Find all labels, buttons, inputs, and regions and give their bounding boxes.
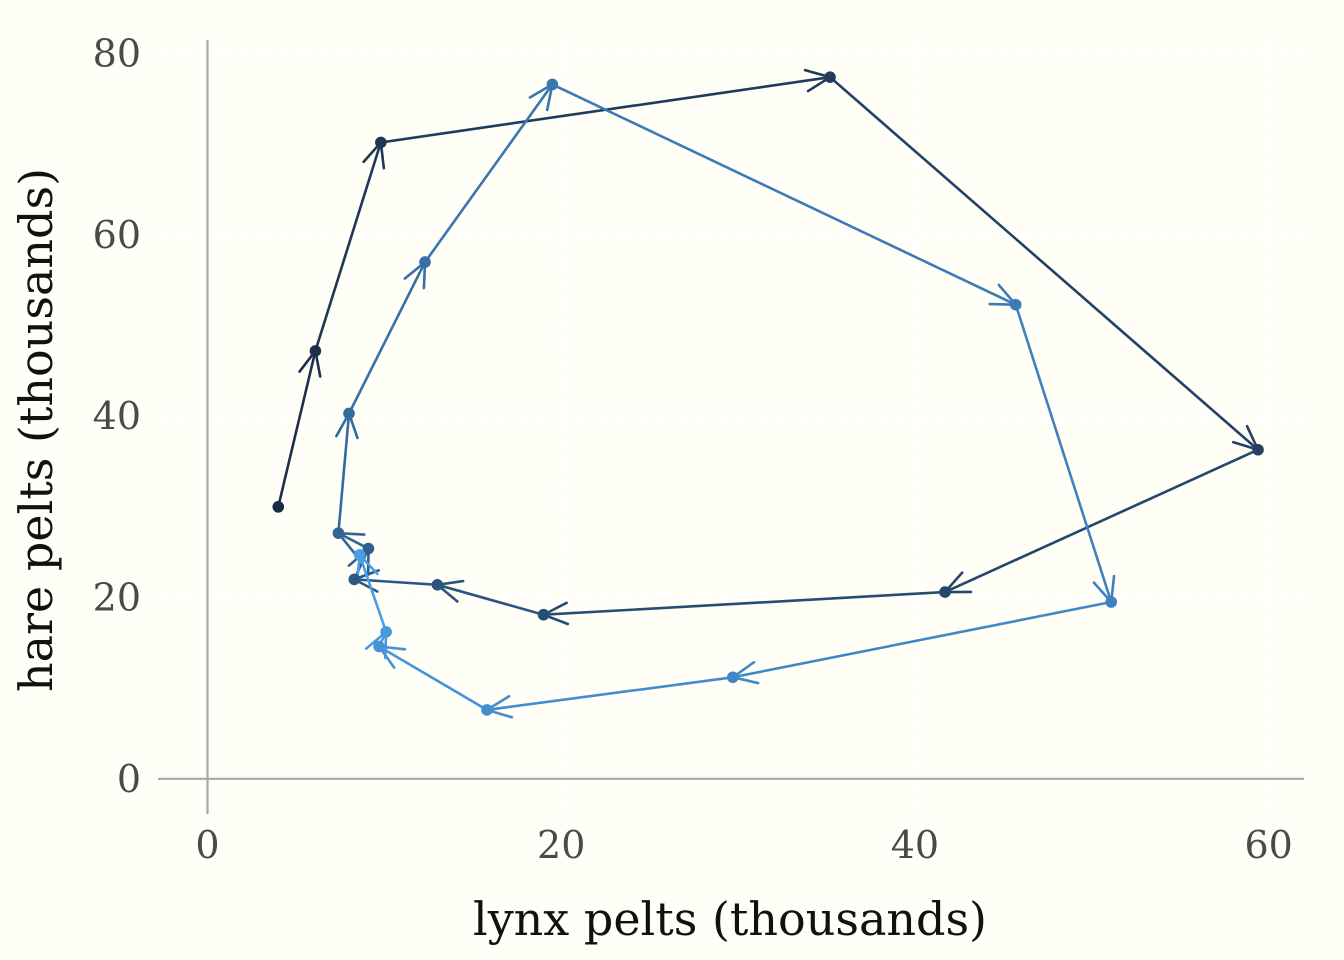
gridlines — [158, 40, 1304, 806]
y-tick-label: 0 — [117, 757, 141, 801]
x-tick-label: 20 — [537, 823, 585, 867]
trajectory-segment — [276, 349, 317, 509]
data-point — [481, 704, 493, 716]
data-point — [1252, 443, 1264, 456]
trajectory-segment — [423, 83, 554, 264]
tick-labels: 0 20 40 60 0 20 40 60 80 — [93, 32, 1293, 867]
trajectory-segment — [485, 675, 735, 712]
data-point — [362, 542, 375, 555]
data-point — [348, 573, 361, 586]
data-point — [1009, 298, 1022, 311]
data-point — [353, 549, 366, 561]
y-tick-label: 80 — [93, 32, 141, 76]
data-point — [373, 640, 385, 653]
trajectory-segment — [943, 448, 1260, 594]
phase-trajectory — [272, 68, 1264, 719]
x-axis-title: lynx pelts (thousands) — [473, 892, 987, 946]
trajectory-segment — [377, 645, 489, 712]
trajectory-segment — [551, 83, 1018, 307]
data-point — [824, 71, 836, 83]
x-tick-label: 60 — [1244, 823, 1292, 867]
data-point — [726, 671, 739, 684]
trajectory-segment — [337, 412, 351, 535]
data-point — [546, 78, 559, 91]
data-point — [272, 501, 285, 513]
trajectory-segment — [436, 583, 545, 617]
data-point — [343, 407, 355, 420]
data-point — [375, 136, 387, 149]
y-tick-label: 20 — [93, 576, 141, 620]
data-point — [1105, 596, 1118, 608]
trajectory-segment — [347, 260, 427, 415]
data-point — [537, 608, 550, 621]
x-tick-label: 0 — [195, 823, 219, 867]
axes — [158, 40, 1304, 814]
data-point — [419, 256, 431, 268]
trajectory-segment — [1014, 303, 1113, 604]
data-point — [431, 579, 444, 591]
data-point — [332, 527, 345, 539]
trajectory-segment — [731, 600, 1113, 679]
data-point — [309, 345, 322, 357]
trajectory-segment — [358, 553, 388, 634]
x-tick-label: 40 — [891, 823, 939, 867]
trajectory-segment — [542, 590, 947, 617]
trajectory-segment — [314, 141, 383, 353]
trajectory-segment — [353, 578, 439, 587]
y-tick-label: 60 — [93, 213, 141, 257]
trajectory-segment — [828, 75, 1260, 452]
y-axis-title: hare pelts (thousands) — [9, 168, 63, 692]
data-point — [380, 626, 392, 638]
data-point — [939, 586, 951, 598]
y-tick-label: 40 — [93, 394, 141, 438]
